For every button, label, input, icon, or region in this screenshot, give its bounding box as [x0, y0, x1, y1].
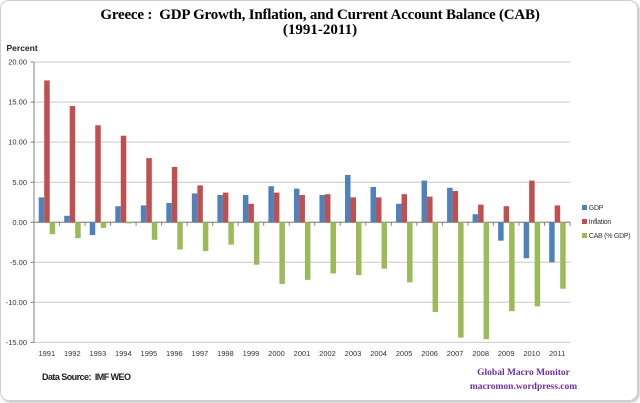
svg-text:1993: 1993	[89, 349, 106, 358]
svg-text:1999: 1999	[243, 349, 260, 358]
svg-text:2003: 2003	[345, 349, 362, 358]
svg-text:2007: 2007	[447, 349, 464, 358]
svg-text:Inflation: Inflation	[589, 219, 612, 226]
svg-text:2010: 2010	[523, 349, 540, 358]
svg-text:2004: 2004	[370, 349, 387, 358]
svg-text:5.00: 5.00	[12, 178, 27, 187]
svg-text:10.00: 10.00	[8, 138, 27, 147]
svg-text:1996: 1996	[166, 349, 183, 358]
svg-text:1994: 1994	[115, 349, 132, 358]
svg-text:1992: 1992	[64, 349, 81, 358]
svg-text:15.00: 15.00	[8, 98, 27, 107]
svg-text:-15.00: -15.00	[6, 338, 27, 347]
svg-text:2000: 2000	[268, 349, 285, 358]
svg-text:2001: 2001	[294, 349, 311, 358]
svg-text:2011: 2011	[549, 349, 565, 358]
svg-text:1998: 1998	[217, 349, 234, 358]
svg-text:1991: 1991	[38, 349, 55, 358]
svg-text:1997: 1997	[192, 349, 209, 358]
svg-text:CAB (% GDP): CAB (% GDP)	[589, 233, 631, 240]
svg-text:2005: 2005	[396, 349, 413, 358]
svg-text:-10.00: -10.00	[6, 298, 27, 307]
svg-text:2009: 2009	[498, 349, 515, 358]
svg-text:GDP: GDP	[589, 205, 604, 212]
svg-text:-5.00: -5.00	[10, 258, 27, 267]
svg-text:2002: 2002	[319, 349, 336, 358]
svg-text:1995: 1995	[141, 349, 158, 358]
svg-text:2008: 2008	[472, 349, 489, 358]
svg-text:20.00: 20.00	[8, 58, 27, 67]
svg-text:0.00: 0.00	[12, 218, 27, 227]
svg-text:2006: 2006	[421, 349, 438, 358]
